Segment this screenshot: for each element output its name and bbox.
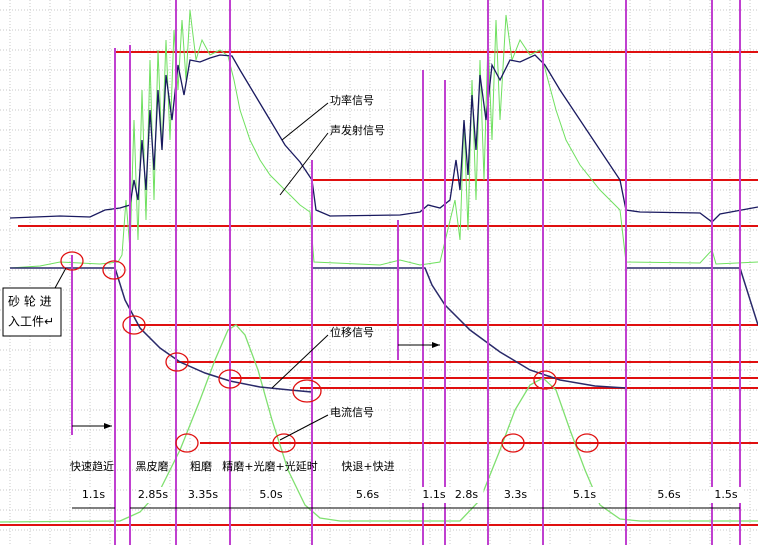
duration-label: 1.5s xyxy=(714,488,737,501)
duration-label: 3.3s xyxy=(504,488,527,501)
displacement-signal xyxy=(10,267,758,393)
callout-pointer xyxy=(54,267,67,289)
phase-label: 黑皮磨 xyxy=(136,460,169,473)
signal-label: 功率信号 xyxy=(330,93,374,107)
phase-label: 快退+快进 xyxy=(341,460,394,473)
duration-bg xyxy=(449,487,484,503)
signal-label: 声发射信号 xyxy=(330,123,385,137)
duration-label: 2.8s xyxy=(455,488,478,501)
duration-bg xyxy=(76,487,111,503)
signal-label: 电流信号 xyxy=(330,405,374,419)
phase-label: 粗磨 xyxy=(190,460,212,473)
duration-label: 5.1s xyxy=(573,488,596,501)
duration-label: 2.85s xyxy=(138,488,168,501)
leaders xyxy=(271,102,329,441)
duration-bg xyxy=(709,487,743,503)
phase-label: 精磨+光磨+光延时 xyxy=(222,459,317,473)
phase-lines xyxy=(71,0,741,545)
duration-bg xyxy=(652,487,686,503)
markers xyxy=(60,251,599,453)
power-signal xyxy=(9,54,758,223)
duration-label: 5.6s xyxy=(356,488,379,501)
duration-label: 5.6s xyxy=(657,488,680,501)
duration-bg xyxy=(498,487,533,503)
phase-labels: 快速趋近 黑皮磨 粗磨 精磨+光磨+光延时 快退+快进 1.1s 2.85s 3.35s 5.0… xyxy=(70,459,743,509)
duration-label: 1.1s xyxy=(422,488,445,501)
signal-label: 位移信号 xyxy=(330,325,374,339)
duration-label: 1.1s xyxy=(82,488,105,501)
duration-bg xyxy=(350,487,385,503)
callout-text: 砂 轮 进 xyxy=(8,295,52,309)
duration-bg xyxy=(254,487,288,503)
duration-bg xyxy=(417,487,451,503)
duration-label: 5.0s xyxy=(259,488,282,501)
duration-bg xyxy=(186,487,220,503)
callout-box xyxy=(2,287,62,337)
duration-bg xyxy=(567,487,602,503)
phase-label: 快速趋近 xyxy=(70,460,114,473)
callout-text: 入工件↵ xyxy=(8,315,54,329)
duration-label: 3.35s xyxy=(188,488,218,501)
duration-bg xyxy=(136,487,170,503)
current-signal xyxy=(0,324,758,523)
